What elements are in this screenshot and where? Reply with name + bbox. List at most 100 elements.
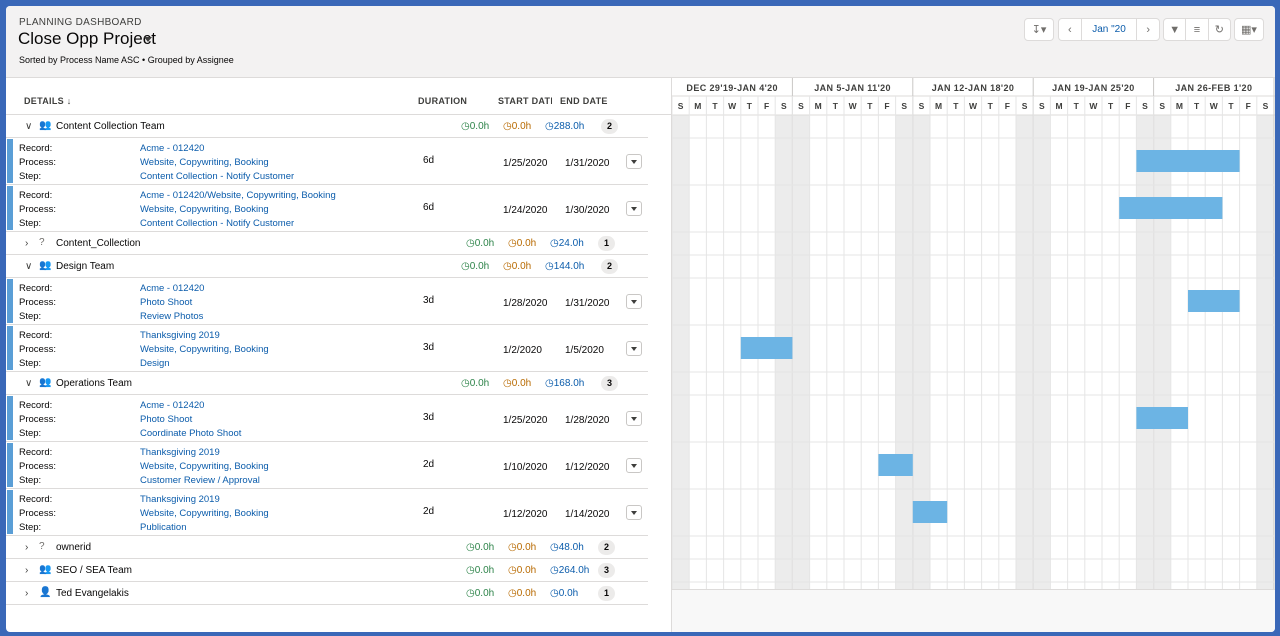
group-row[interactable]: ∨ 👥 Operations Team ◷0.0h ◷0.0h ◷168.0h 3	[6, 372, 648, 395]
process-link[interactable]: Website, Copywriting, Booking	[140, 508, 269, 519]
end-date-value: 1/28/2020	[565, 415, 610, 426]
process-link[interactable]: Website, Copywriting, Booking	[140, 157, 269, 168]
gantt-bar	[1119, 197, 1223, 219]
group-name: ownerid	[56, 542, 92, 553]
chevron-right-icon[interactable]: ›	[25, 238, 29, 249]
filter-icon: ▼	[1169, 23, 1181, 36]
table-row[interactable]: Record: Process: Step: Thanksgiving 2019 Web…	[6, 442, 648, 489]
record-link[interactable]: Thanksgiving 2019	[140, 447, 220, 458]
sort-menu-button[interactable]: ↧▾	[1024, 18, 1054, 41]
end-date-value: 1/30/2020	[565, 205, 610, 216]
group-name: Operations Team	[56, 378, 132, 389]
row-accent-bar	[7, 279, 13, 323]
group-row[interactable]: ∨ 👥 Design Team ◷0.0h ◷0.0h ◷144.0h 2	[6, 255, 648, 278]
record-label: Record:	[19, 400, 53, 411]
step-link[interactable]: Customer Review / Approval	[140, 475, 260, 486]
process-label: Process:	[19, 508, 56, 519]
process-link[interactable]: Photo Shoot	[140, 297, 193, 308]
group-row[interactable]: ›? ownerid ◷0.0h ◷0.0h ◷48.0h 2	[6, 536, 648, 559]
table-row[interactable]: Record: Process: Step: Acme - 012420 Website…	[6, 138, 648, 185]
record-label: Record:	[19, 330, 53, 341]
table-row[interactable]: Record: Process: Step: Thanksgiving 2019 Web…	[6, 325, 648, 372]
process-link[interactable]: Website, Copywriting, Booking	[140, 344, 269, 355]
row-menu-button[interactable]	[626, 411, 642, 426]
end-date-value: 1/5/2020	[565, 345, 604, 356]
day-letter: F	[1125, 101, 1130, 111]
chevron-right-icon[interactable]: ›	[25, 542, 29, 553]
step-link[interactable]: Design	[140, 358, 170, 369]
row-accent-bar	[7, 139, 13, 183]
question-icon: ?	[39, 237, 45, 248]
app-window: PLANNING DASHBOARD Close Opp Project Sor…	[6, 6, 1275, 632]
record-link[interactable]: Thanksgiving 2019	[140, 494, 220, 505]
next-month-button[interactable]: ›	[1137, 19, 1159, 40]
scheduled-hours: ◷0.0h	[550, 588, 579, 599]
start-date-column-header[interactable]: START DATE	[498, 96, 552, 106]
record-link[interactable]: Acme - 012420	[140, 283, 205, 294]
details-column-header[interactable]: DETAILS ↓	[24, 96, 72, 106]
step-link[interactable]: Publication	[140, 522, 187, 533]
table-row[interactable]: Record: Process: Step: Thanksgiving 2019 Web…	[6, 489, 648, 536]
process-link[interactable]: Website, Copywriting, Booking	[140, 204, 269, 215]
step-link[interactable]: Coordinate Photo Shoot	[140, 428, 242, 439]
chevron-down-icon[interactable]: ∨	[25, 121, 33, 132]
step-link[interactable]: Content Collection - Notify Customer	[140, 218, 295, 229]
step-label: Step:	[19, 358, 42, 369]
process-link[interactable]: Website, Copywriting, Booking	[140, 461, 269, 472]
group-row[interactable]: › 👤 Ted Evangelakis ◷0.0h ◷0.0h ◷0.0h 1	[6, 582, 648, 605]
group-row[interactable]: ›? Content_Collection ◷0.0h ◷0.0h ◷24.0h 1	[6, 232, 648, 255]
title-chevron-down-icon[interactable]	[144, 37, 152, 42]
warning-hours: ◷0.0h	[508, 238, 537, 249]
scheduled-hours: ◷24.0h	[550, 238, 584, 249]
row-menu-button[interactable]	[626, 294, 642, 309]
record-link[interactable]: Thanksgiving 2019	[140, 330, 220, 341]
count-badge: 2	[601, 259, 618, 274]
step-link[interactable]: Review Photos	[140, 311, 204, 322]
day-letter: T	[1228, 101, 1234, 111]
group-row[interactable]: ∨ 👥 Content Collection Team ◷0.0h ◷0.0h ◷288.…	[6, 115, 648, 138]
filter-button[interactable]: ▼	[1164, 19, 1185, 40]
start-date-value: 1/12/2020	[503, 509, 548, 520]
table-row[interactable]: Record: Process: Step: Acme - 012420 Photo S…	[6, 278, 648, 325]
record-label: Record:	[19, 143, 53, 154]
record-link[interactable]: Acme - 012420/Website, Copywriting, Book…	[140, 190, 336, 201]
record-link[interactable]: Acme - 012420	[140, 143, 205, 154]
duration-value: 2d	[423, 459, 435, 470]
chevron-down-icon[interactable]: ∨	[25, 261, 33, 272]
day-letter: T	[867, 101, 873, 111]
end-date-column-header[interactable]: END DATE	[560, 96, 608, 106]
row-menu-button[interactable]	[626, 458, 642, 473]
week-label: JAN 12-JAN 18'20	[932, 83, 1015, 93]
refresh-button[interactable]: ↻	[1209, 19, 1230, 40]
start-date-value: 1/24/2020	[503, 205, 548, 216]
view-actions: ▼ ≡ ↻	[1163, 18, 1231, 41]
table-row[interactable]: Record: Process: Step: Acme - 012420 Photo S…	[6, 395, 648, 442]
row-menu-button[interactable]	[626, 505, 642, 520]
month-label[interactable]: Jan "20	[1092, 24, 1126, 35]
record-link[interactable]: Acme - 012420	[140, 400, 205, 411]
chevron-right-icon[interactable]: ›	[25, 588, 29, 599]
chevron-down-icon[interactable]: ∨	[25, 378, 33, 389]
gantt-bar	[912, 501, 948, 523]
list-view-button[interactable]: ≡	[1186, 19, 1207, 40]
overdue-hours: ◷0.0h	[466, 238, 495, 249]
table-row[interactable]: Record: Process: Step: Acme - 012420/Websit…	[6, 185, 648, 232]
row-menu-button[interactable]	[626, 341, 642, 356]
row-menu-button[interactable]	[626, 154, 642, 169]
warning-hours: ◷0.0h	[503, 378, 532, 389]
duration-column-header[interactable]: DURATION	[418, 96, 468, 106]
row-menu-button[interactable]	[626, 201, 642, 216]
group-row[interactable]: › 👥 SEO / SEA Team ◷0.0h ◷0.0h ◷264.0h 3	[6, 559, 648, 582]
chevron-left-icon: ‹	[1067, 23, 1072, 36]
step-link[interactable]: Content Collection - Notify Customer	[140, 171, 295, 182]
process-link[interactable]: Photo Shoot	[140, 414, 193, 425]
chevron-right-icon[interactable]: ›	[25, 565, 29, 576]
day-letter: S	[1039, 101, 1045, 111]
group-name: Content_Collection	[56, 238, 141, 249]
scheduled-hours: ◷48.0h	[550, 542, 584, 553]
week-label: JAN 19-JAN 25'20	[1052, 83, 1135, 93]
prev-month-button[interactable]: ‹	[1059, 19, 1081, 40]
gantt-bar	[1188, 290, 1240, 312]
day-letter: W	[1210, 101, 1219, 111]
display-options-button[interactable]: ▦▾	[1234, 18, 1264, 41]
